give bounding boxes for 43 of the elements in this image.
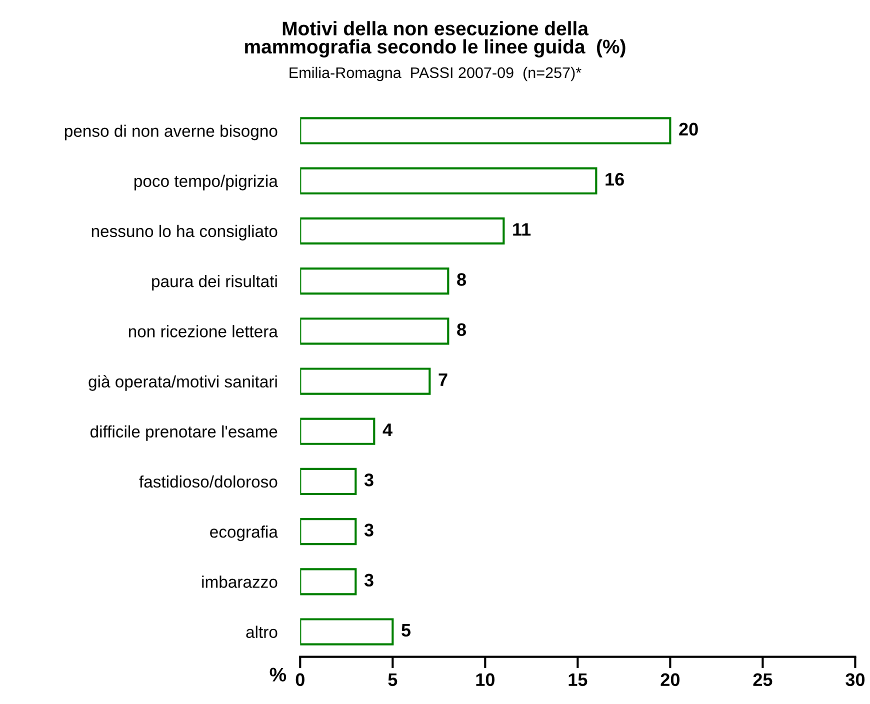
bar [300,618,394,646]
data-label: 3 [364,574,374,587]
x-tick-label: 15 [568,673,588,686]
data-label: 5 [402,624,411,637]
y-tick-label: già operata/motivi sanitari [88,375,277,391]
bar [300,117,672,144]
chart-subtitle: Emilia-Romagna PASSI 2007-09 (n=257)* [290,66,582,82]
y-tick-label: altro [246,626,278,638]
chart-title: Motivi della non esecuzione della mammografia secondo le linee guida (%) [245,21,626,58]
y-tick-label: poco tempo/pigrizia [134,174,278,190]
y-tick-label: difficile prenotare l'esame [90,425,278,441]
x-tick-label: 0 [296,673,304,686]
bar [300,318,450,345]
data-label: 11 [513,223,531,236]
data-label: 8 [457,323,466,336]
x-tick-label: 20 [660,673,680,686]
x-tick-label: 25 [753,673,772,686]
x-tick-label: 30 [846,673,865,686]
data-label: 20 [679,122,698,136]
bar [300,368,431,395]
data-label: 16 [606,172,624,186]
y-tick-label: non ricezione lettera [128,325,278,338]
data-label: 4 [382,424,392,436]
y-tick-label: fastidioso/doloroso [139,475,278,488]
bar [300,518,357,546]
bar [300,167,598,194]
data-label: 3 [364,524,374,536]
y-tick-label: ecografia [210,526,278,542]
y-tick-label: paura dei risultati [152,275,277,291]
x-tick-label: 10 [476,673,494,686]
bar [300,418,376,445]
x-tick-label: 5 [388,673,398,686]
data-label: 8 [457,273,466,286]
y-tick-label: imbarazzo [202,576,278,588]
bar [300,568,357,596]
y-tick-label: nessuno lo ha consigliato [92,224,278,240]
y-tick-label: penso di non averne bisogno [64,124,278,140]
x-axis-title: % [270,668,286,682]
data-label: 3 [364,474,374,486]
data-label: 7 [438,374,448,386]
bar [300,217,505,245]
bar [300,468,357,496]
bar [300,267,450,295]
